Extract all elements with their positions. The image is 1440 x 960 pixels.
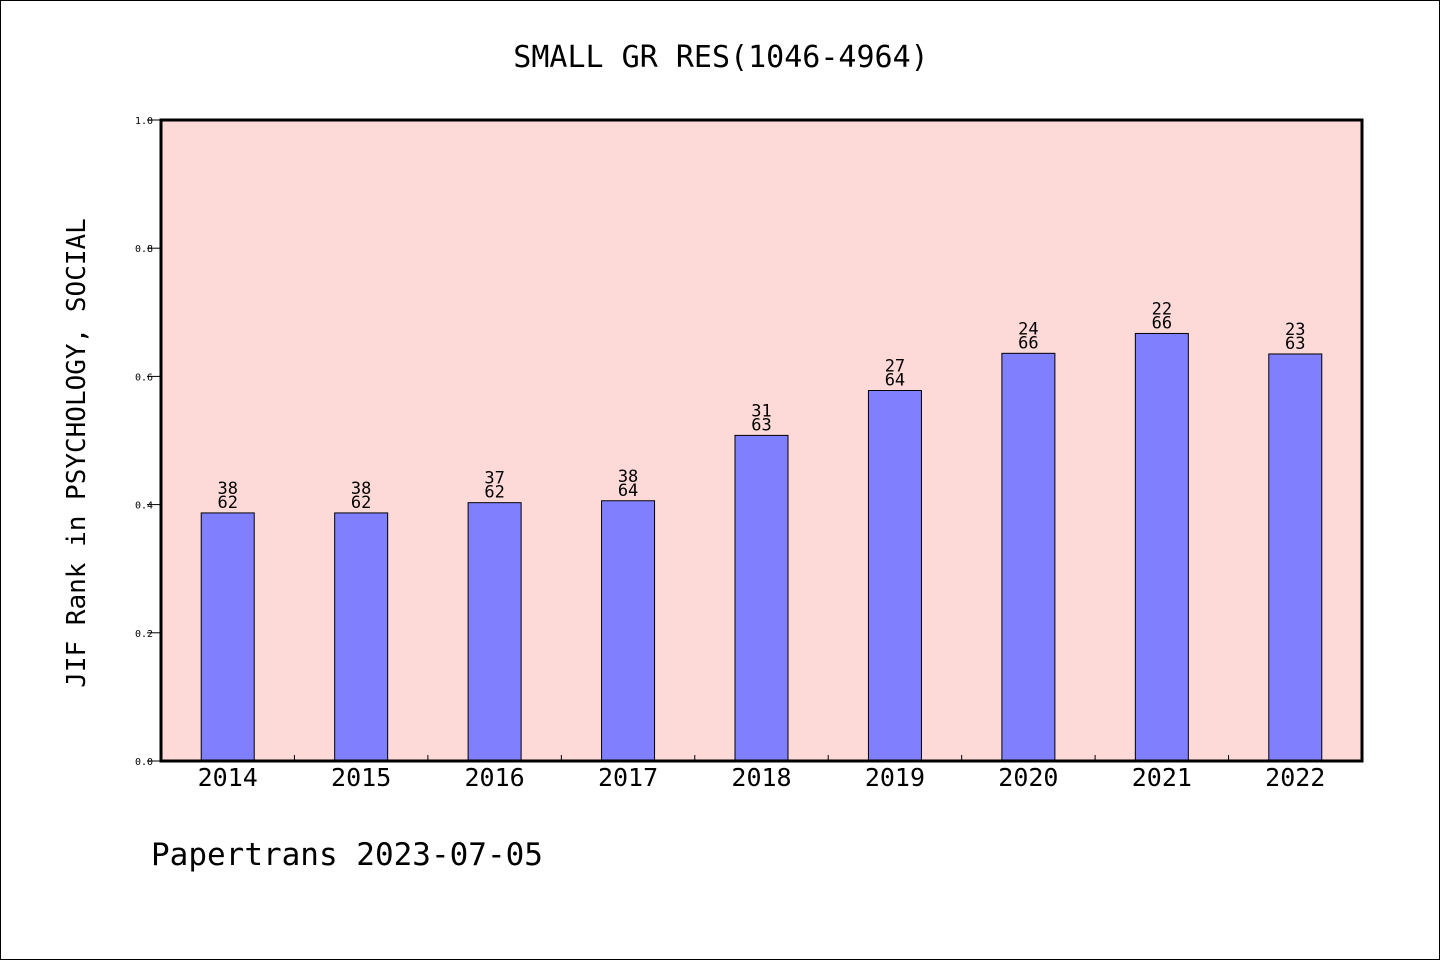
x-tick-label: 2014 bbox=[198, 763, 258, 792]
y-tick-label: 0.4 bbox=[135, 501, 153, 512]
bar-total-label: 64 bbox=[885, 371, 905, 391]
bar-rank-label: 27 bbox=[885, 357, 905, 377]
bar-total-label: 63 bbox=[1285, 334, 1305, 354]
y-tick-label: 0.0 bbox=[135, 757, 153, 768]
x-tick-label: 2017 bbox=[598, 763, 658, 792]
y-axis-label: JIF Rank in PSYCHOLOGY, SOCIAL bbox=[62, 218, 92, 688]
x-axis: 2014 2015 2016 2017 2018 2019 2020 2021 2022 bbox=[198, 755, 1325, 792]
x-tick-label: 2015 bbox=[331, 763, 391, 792]
bar-total-label: 64 bbox=[618, 481, 638, 501]
y-tick-label: 0.8 bbox=[135, 244, 153, 255]
bar bbox=[467, 502, 522, 762]
y-axis: 0.0 0.2 0.4 0.6 0.8 1.0 bbox=[135, 116, 161, 768]
x-tick-label: 2021 bbox=[1132, 763, 1192, 792]
bar bbox=[601, 500, 656, 762]
bar-rank-label: 38 bbox=[618, 467, 638, 487]
bar bbox=[334, 512, 389, 762]
plot-border bbox=[159, 118, 1364, 763]
y-tick-label: 1.0 bbox=[135, 116, 153, 127]
bar-total-label: 62 bbox=[351, 493, 371, 513]
footer-credit: Papertrans 2023-07-05 bbox=[151, 837, 543, 873]
bar-rank-label: 31 bbox=[751, 401, 771, 421]
bar bbox=[1134, 332, 1189, 762]
bar-total-label: 62 bbox=[484, 483, 504, 503]
bars bbox=[200, 332, 1323, 762]
x-tick-label: 2016 bbox=[465, 763, 525, 792]
bar bbox=[1001, 352, 1056, 762]
bar-total-label: 63 bbox=[751, 415, 771, 435]
bar bbox=[734, 434, 789, 762]
x-tick-label: 2019 bbox=[865, 763, 925, 792]
bar-rank-label: 38 bbox=[351, 479, 371, 499]
bar-total-label: 66 bbox=[1152, 313, 1172, 333]
x-tick-label: 2018 bbox=[731, 763, 791, 792]
bar bbox=[1268, 353, 1323, 762]
y-tick-label: 0.2 bbox=[135, 629, 153, 640]
chart-title: SMALL GR RES(1046-4964) bbox=[513, 40, 928, 75]
y-tick-label: 0.6 bbox=[135, 372, 153, 383]
bar-total-label: 62 bbox=[217, 493, 237, 513]
x-tick-label: 2022 bbox=[1265, 763, 1325, 792]
bar bbox=[867, 390, 922, 762]
bar-rank-label: 37 bbox=[484, 469, 504, 489]
x-tick-label: 2020 bbox=[998, 763, 1058, 792]
bar-rank-label: 23 bbox=[1285, 320, 1305, 340]
bar-total-label: 66 bbox=[1018, 333, 1038, 353]
bar bbox=[200, 512, 255, 762]
bar-rank-label: 24 bbox=[1018, 319, 1038, 339]
bar-rank-label: 38 bbox=[217, 479, 237, 499]
bar-rank-label: 22 bbox=[1152, 299, 1172, 319]
